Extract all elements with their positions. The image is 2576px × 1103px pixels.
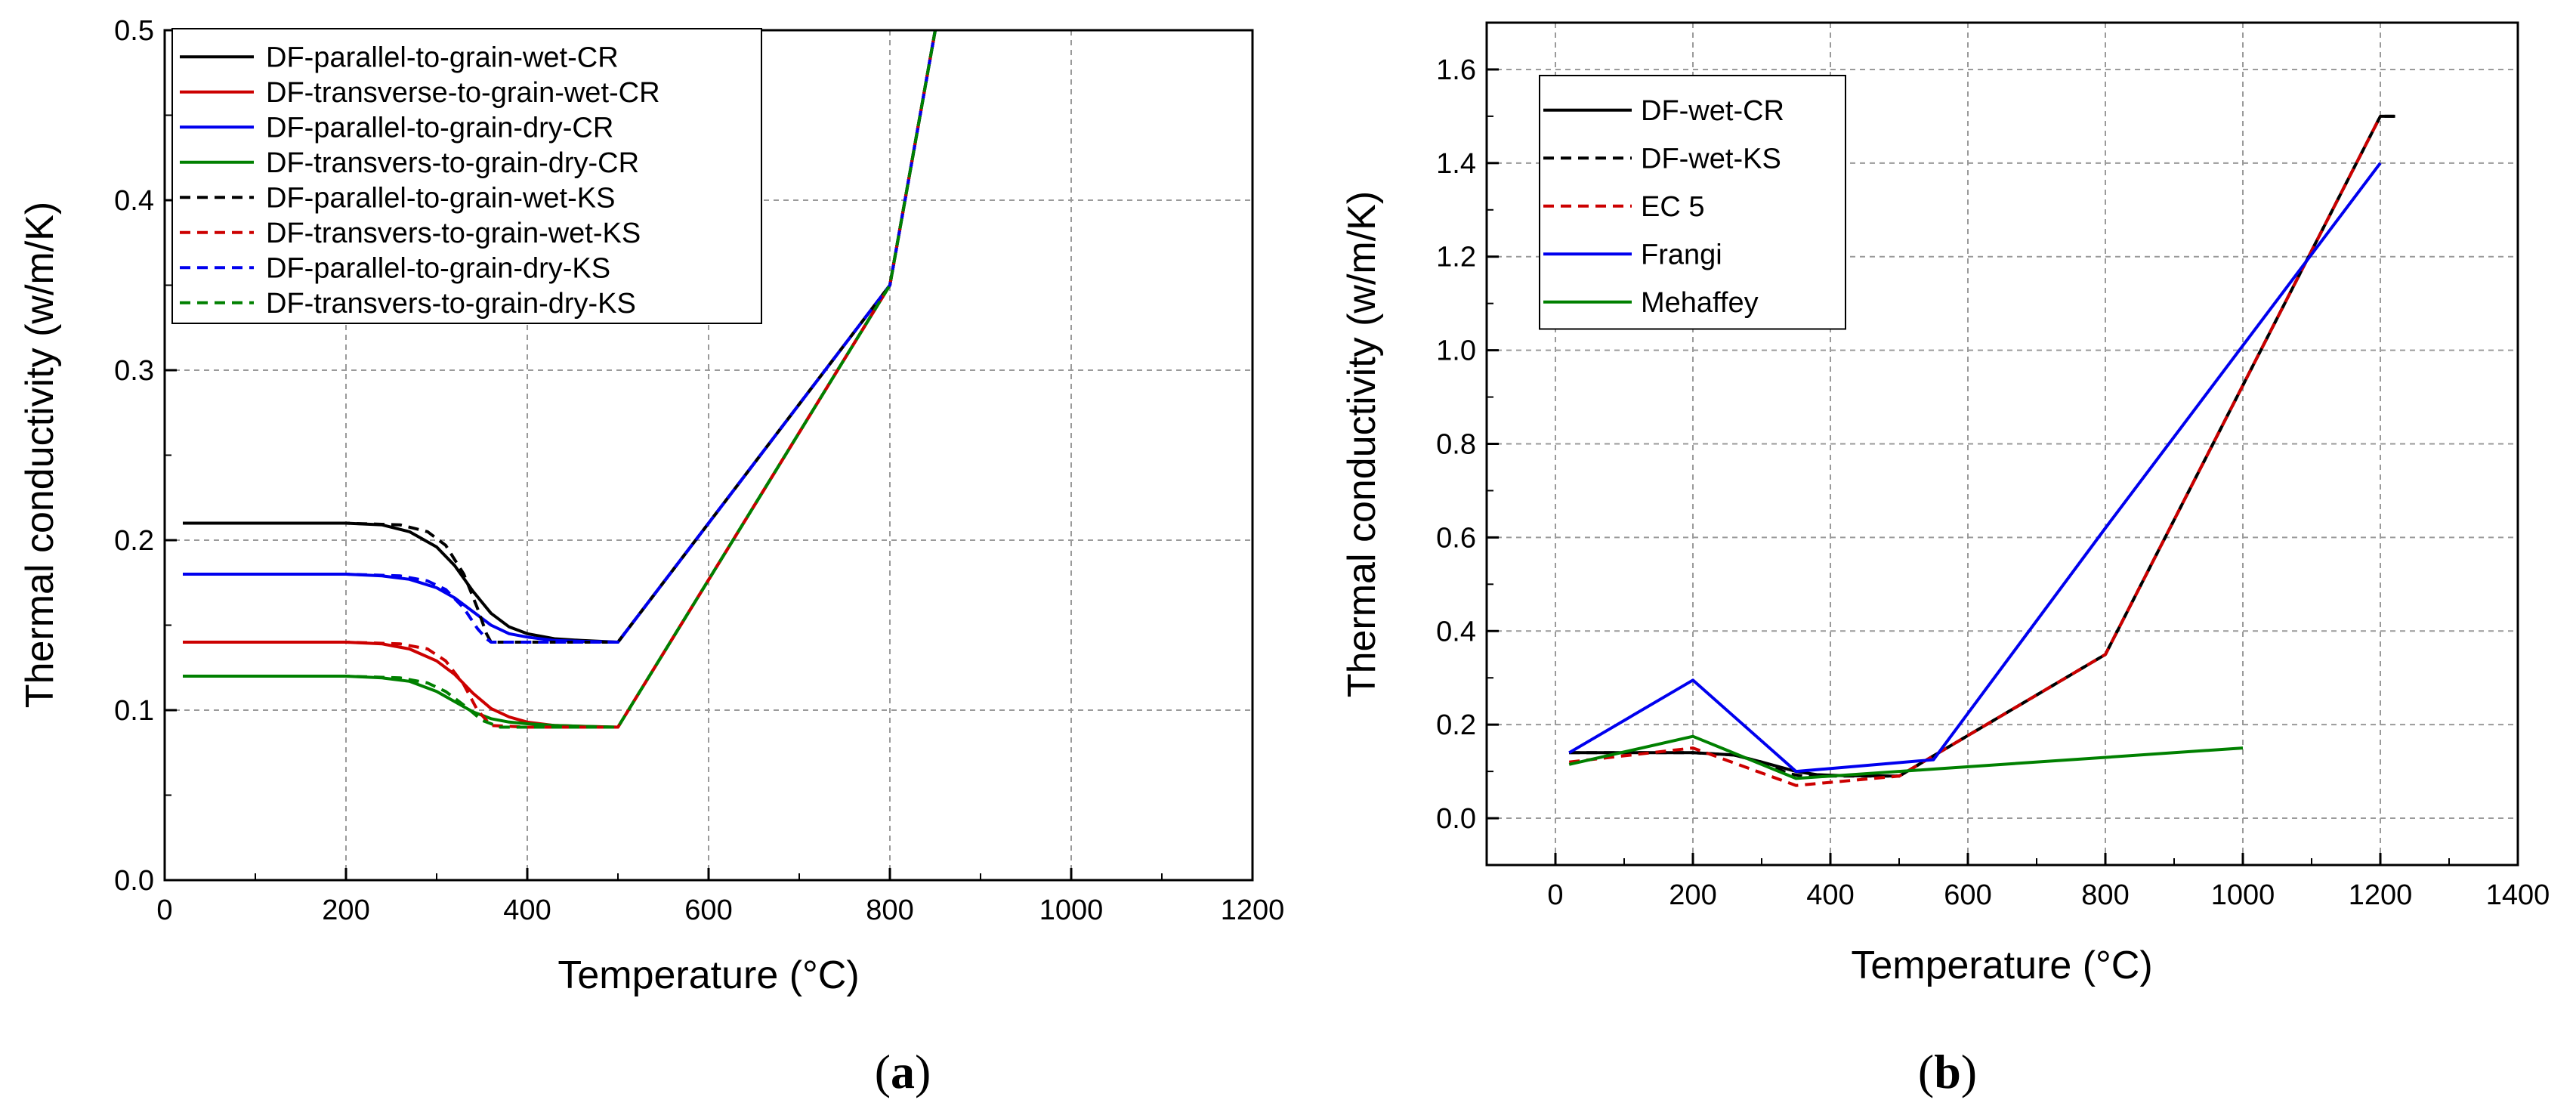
x-tick-label: 200 [1669,879,1716,911]
xlabel-b: Temperature (°C) [1851,944,2152,987]
y-tick-label: 0.8 [1436,429,1476,461]
y-tick-label: 0.2 [114,525,154,557]
y-tick-label: 0.0 [1436,803,1476,835]
series-line-df-transvers-to-grain-dry-ks [183,30,937,729]
legend-label: Frangi [1641,239,1722,270]
legend-label: DF-transvers-to-grain-dry-CR [266,147,639,179]
caption-a: (a) [875,1045,931,1098]
ylabel-a: Thermal conductivity (w/m/K) [18,202,62,708]
ticks-a: 0 200 400 600 800 1000 1200 0.0 0.1 0.2 0.3 0.4 0.5 [114,15,1284,926]
legend-label: DF-transvers-to-grain-wet-KS [266,218,641,249]
series-line-mehaffey [1568,734,2244,780]
x-tick-label: 200 [322,894,369,926]
series-group-a [183,30,937,729]
x-tick-label: 0 [1547,879,1563,911]
y-tick-label: 0.5 [114,15,154,47]
caption-b: (b) [1918,1045,1977,1098]
y-tick-label: 0.1 [114,695,154,727]
y-tick-label: 0.2 [1436,709,1476,741]
x-tick-label: 800 [866,894,913,926]
grid-b [1487,23,2518,865]
y-tick-label: 1.0 [1436,335,1476,367]
y-tick-label: 0.6 [1436,522,1476,554]
x-tick-label: 800 [2081,879,2129,911]
y-tick-label: 0.0 [114,865,154,897]
series-line-df-parallel-to-grain-wet-ks [183,30,937,644]
chart-panel-a: 0 200 400 600 800 1000 12000.00.10.20.30.40.5 … [18,15,1284,1098]
x-tick-label: 1000 [1039,894,1104,926]
series-group-b [1568,114,2401,787]
series-line-frangi [1568,162,2382,774]
x-tick-label: 400 [503,894,551,926]
x-tick-label: 600 [684,894,732,926]
caption-a-letter: a [891,1045,915,1098]
ticks-b: 0 200 400 600 800 1000 1200 1400 0.0 0.2 0.4 0.6 0.8… [1436,54,2550,911]
legend-label: EC 5 [1641,191,1704,223]
legend-box [171,28,762,324]
legend-label: DF-wet-KS [1641,143,1781,175]
legend-label: DF-parallel-to-grain-wet-CR [266,42,619,73]
legend-b: DF-wet-CR DF-wet-KS EC 5 Frangi Mehaffey [1539,75,1846,330]
x-tick-label: 1400 [2486,879,2550,911]
legend-label: DF-transverse-to-grain-wet-CR [266,77,660,109]
legend-a: DF-parallel-to-grain-wet-CR DF-transverse… [171,28,762,324]
series-line-df-wet-ks [1569,114,2401,778]
xlabel-a: Temperature (°C) [558,953,859,997]
y-tick-label: 0.4 [1436,616,1476,647]
legend-label: DF-parallel-to-grain-dry-CR [266,112,613,144]
legend-label: DF-transvers-to-grain-dry-KS [266,288,636,320]
caption-b-close: ) [1961,1045,1977,1098]
legend-label: Mehaffey [1641,287,1759,319]
series-line-ec-5 [1568,115,2382,787]
caption-b-open: ( [1918,1045,1934,1098]
y-tick-label: 0.3 [114,355,154,387]
caption-b-letter: b [1934,1045,1961,1098]
y-tick-label: 1.6 [1436,54,1476,86]
y-tick-label: 0.4 [114,185,154,217]
legend-label: DF-parallel-to-grain-dry-KS [266,252,610,284]
x-tick-label: 600 [1944,879,1991,911]
legend-label: DF-wet-CR [1641,95,1784,127]
chart-panel-b: 0 200 400 600 800 1000 1200 1400 0.0 0.2 0.4 0.6 0.8… [1340,21,2550,1098]
x-tick-label: 400 [1806,879,1854,911]
x-tick-label: 1200 [1221,894,1285,926]
caption-a-close: ) [915,1045,931,1098]
x-tick-label: 1000 [2211,879,2275,911]
series-line-df-parallel-to-grain-dry-ks [183,30,937,644]
ylabel-b: Thermal conductivity (w/m/K) [1340,191,1384,697]
x-tick-label: 0 [156,894,172,926]
legend-box [1539,75,1846,330]
x-tick-label: 1200 [2349,879,2413,911]
series-line-df-transvers-to-grain-wet-ks [183,30,937,729]
legend-label: DF-parallel-to-grain-wet-KS [266,182,615,214]
y-tick-label: 1.2 [1436,242,1476,273]
y-tick-label: 1.4 [1436,148,1476,180]
caption-a-open: ( [875,1045,891,1098]
